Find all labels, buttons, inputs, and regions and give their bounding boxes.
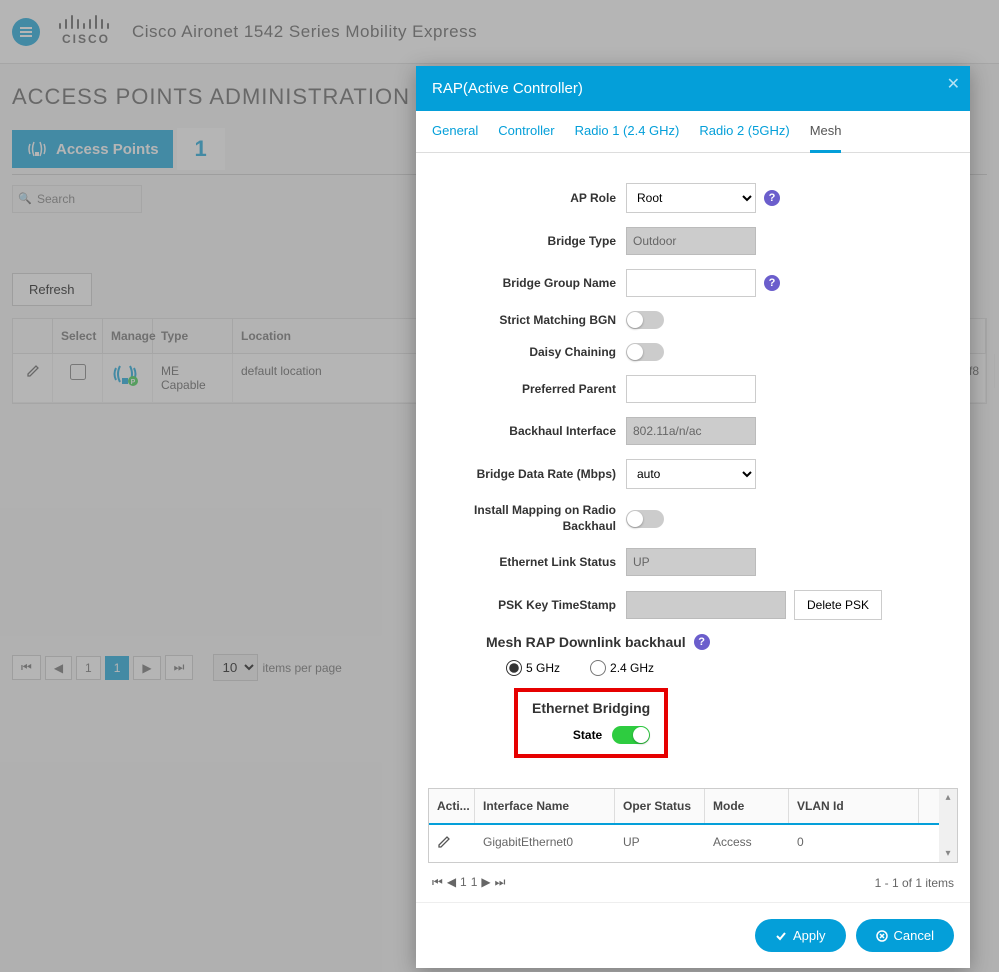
chevron-up-icon: ▴ bbox=[945, 792, 950, 803]
cancel-button[interactable]: Cancel bbox=[856, 919, 954, 952]
ipager-next[interactable]: ▶ bbox=[481, 875, 490, 890]
ipager-summary: 1 - 1 of 1 items bbox=[875, 876, 954, 890]
scrollbar[interactable]: ▴▾ bbox=[939, 789, 957, 862]
apply-button[interactable]: Apply bbox=[755, 919, 846, 952]
input-bridge-type bbox=[626, 227, 756, 255]
label-eth-link: Ethernet Link Status bbox=[446, 555, 626, 569]
ipager-current[interactable]: 1 bbox=[471, 875, 478, 890]
tab-general[interactable]: General bbox=[432, 123, 478, 152]
interface-table: Acti... Interface Name Oper Status Mode … bbox=[428, 788, 958, 863]
radio-5ghz[interactable]: 5 GHz bbox=[506, 660, 560, 676]
iface-row[interactable]: GigabitEthernet0 UP Access 0 bbox=[429, 825, 939, 862]
toggle-install-map[interactable] bbox=[626, 510, 664, 528]
input-pref-parent[interactable] bbox=[626, 375, 756, 403]
label-install-map: Install Mapping on Radio Backhaul bbox=[446, 503, 626, 534]
col-vlan: VLAN Id bbox=[789, 789, 919, 823]
iface-name: GigabitEthernet0 bbox=[475, 825, 615, 862]
col-oper: Oper Status bbox=[615, 789, 705, 823]
help-icon[interactable]: ? bbox=[694, 634, 710, 650]
col-acti: Acti... bbox=[429, 789, 475, 823]
label-strict-bgn: Strict Matching BGN bbox=[446, 313, 626, 327]
radio-24ghz[interactable]: 2.4 GHz bbox=[590, 660, 654, 676]
modal-header: RAP(Active Controller) ✕ bbox=[416, 66, 970, 111]
iface-oper: UP bbox=[615, 825, 705, 862]
label-pref-parent: Preferred Parent bbox=[446, 382, 626, 396]
label-psk-ts: PSK Key TimeStamp bbox=[446, 598, 626, 612]
input-bgn[interactable] bbox=[626, 269, 756, 297]
eth-bridging-title: Ethernet Bridging bbox=[532, 700, 650, 716]
modal-footer: Apply Cancel bbox=[416, 902, 970, 968]
ethernet-bridging-highlight: Ethernet Bridging State bbox=[514, 688, 668, 758]
delete-psk-button[interactable]: Delete PSK bbox=[794, 590, 882, 620]
downlink-title: Mesh RAP Downlink backhaul ? bbox=[486, 634, 940, 650]
select-ap-role[interactable]: Root bbox=[626, 183, 756, 213]
input-psk-ts bbox=[626, 591, 786, 619]
input-backhaul-if bbox=[626, 417, 756, 445]
label-backhaul-if: Backhaul Interface bbox=[446, 424, 626, 438]
ipager-first[interactable]: ⏮ bbox=[432, 875, 443, 890]
modal-title: RAP(Active Controller) bbox=[432, 80, 583, 97]
ipager-prev[interactable]: ◀ bbox=[447, 875, 456, 890]
toggle-strict-bgn[interactable] bbox=[626, 311, 664, 329]
ipager-last[interactable]: ⏭ bbox=[495, 875, 506, 890]
label-bridge-type: Bridge Type bbox=[446, 234, 626, 248]
state-label: State bbox=[573, 728, 602, 742]
tab-radio2[interactable]: Radio 2 (5GHz) bbox=[699, 123, 789, 152]
label-data-rate: Bridge Data Rate (Mbps) bbox=[446, 467, 626, 481]
modal-body: AP Role Root ? Bridge Type Bridge Group … bbox=[416, 153, 970, 768]
tab-mesh[interactable]: Mesh bbox=[810, 123, 842, 153]
iface-vlan: 0 bbox=[789, 825, 919, 862]
select-data-rate[interactable]: auto bbox=[626, 459, 756, 489]
label-daisy: Daisy Chaining bbox=[446, 345, 626, 359]
check-icon bbox=[775, 930, 787, 942]
col-mode: Mode bbox=[705, 789, 789, 823]
iface-pager: ⏮ ◀ 1 1 ▶ ⏭ 1 - 1 of 1 items bbox=[416, 863, 970, 902]
tab-radio1[interactable]: Radio 1 (2.4 GHz) bbox=[575, 123, 680, 152]
tab-controller[interactable]: Controller bbox=[498, 123, 554, 152]
chevron-down-icon: ▾ bbox=[945, 848, 950, 859]
toggle-eth-bridging-state[interactable] bbox=[612, 726, 650, 744]
iface-edit-icon[interactable] bbox=[429, 825, 475, 862]
iface-mode: Access bbox=[705, 825, 789, 862]
help-icon[interactable]: ? bbox=[764, 190, 780, 206]
modal-tabs: General Controller Radio 1 (2.4 GHz) Rad… bbox=[416, 111, 970, 153]
label-ap-role: AP Role bbox=[446, 191, 626, 205]
toggle-daisy[interactable] bbox=[626, 343, 664, 361]
close-icon[interactable]: ✕ bbox=[947, 74, 960, 94]
ipager-page: 1 bbox=[460, 875, 467, 890]
input-eth-link bbox=[626, 548, 756, 576]
label-bgn: Bridge Group Name bbox=[446, 276, 626, 290]
col-ifname: Interface Name bbox=[475, 789, 615, 823]
cancel-icon bbox=[876, 930, 888, 942]
help-icon[interactable]: ? bbox=[764, 275, 780, 291]
ap-edit-modal: RAP(Active Controller) ✕ General Control… bbox=[416, 66, 970, 968]
